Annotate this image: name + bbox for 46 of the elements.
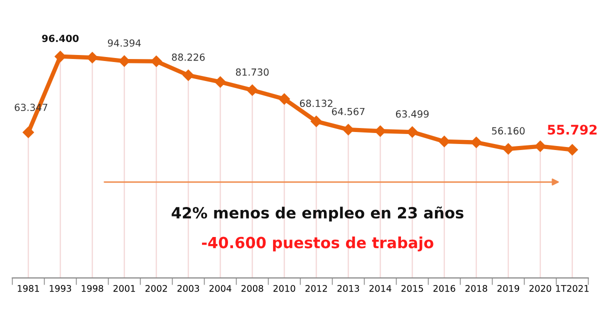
- point: [310, 116, 322, 127]
- point: [342, 124, 354, 136]
- point: [214, 76, 226, 88]
- point: [86, 52, 98, 64]
- point: [374, 126, 386, 137]
- x-tick-label: 2014: [369, 284, 392, 292]
- x-tick-label: 2002: [145, 284, 167, 292]
- point: [54, 50, 66, 62]
- data-label: 88.226: [172, 54, 205, 61]
- point: [470, 136, 482, 148]
- x-tick-label: 2003: [177, 284, 200, 292]
- x-tick-label: 2019: [497, 284, 520, 292]
- x-tick-label: 1T2021: [556, 284, 589, 292]
- data-label: 56.160: [492, 127, 525, 135]
- point: [438, 136, 450, 148]
- data-label: 63.499: [396, 110, 429, 118]
- x-tick-label: 1998: [82, 284, 104, 292]
- text: 42% menos de empleo en 23 años: [172, 206, 464, 222]
- data-label: 96.400: [42, 34, 79, 42]
- data-label: 94.394: [108, 39, 141, 47]
- x-tick-label: 2001: [113, 284, 135, 292]
- point: [118, 55, 130, 67]
- x-tick-label: 2004: [209, 284, 232, 292]
- point: [246, 84, 258, 96]
- x-tick-label: 2015: [401, 284, 423, 292]
- x-tick-label: 2013: [337, 284, 360, 292]
- point: [22, 126, 34, 138]
- point: [278, 93, 290, 105]
- point: [534, 140, 546, 152]
- x-tick-label: 1993: [50, 284, 72, 292]
- data-label: 81.730: [236, 68, 269, 76]
- point: [502, 143, 514, 154]
- x-tick-label: 2020: [529, 284, 552, 292]
- x-tick-label: 2018: [465, 284, 488, 292]
- x-tick-label: 2010: [273, 284, 296, 292]
- point: [566, 144, 578, 156]
- data-label: 64.567: [332, 108, 364, 116]
- x-tick-label: 2012: [305, 284, 327, 292]
- point: [150, 56, 162, 67]
- point: [182, 70, 194, 81]
- x-tick-label: 2008: [241, 284, 264, 292]
- text: -40.600 puestos de trabajo: [202, 236, 434, 252]
- x-tick-label: 1981: [18, 284, 39, 292]
- x-tick-label: 2016: [433, 284, 456, 292]
- data-label: 55.792: [548, 124, 597, 135]
- data-label: 68.132: [300, 100, 332, 108]
